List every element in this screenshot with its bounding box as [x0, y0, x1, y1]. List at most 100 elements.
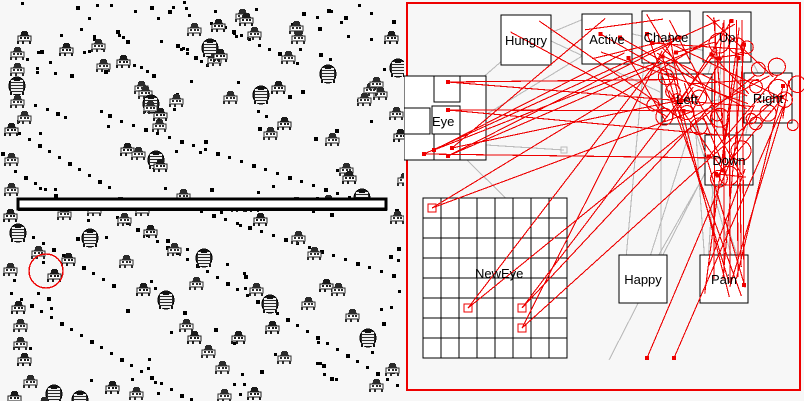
- creature[interactable]: [10, 63, 25, 76]
- creature[interactable]: [71, 390, 89, 401]
- creature[interactable]: [201, 345, 216, 358]
- creature[interactable]: [217, 389, 232, 401]
- creature[interactable]: [11, 301, 26, 314]
- creature[interactable]: [116, 55, 131, 68]
- new-eye-cell[interactable]: [476, 197, 496, 219]
- creature[interactable]: [277, 117, 292, 130]
- creature[interactable]: [131, 147, 146, 160]
- world-canvas[interactable]: [0, 0, 404, 401]
- new-eye-cell[interactable]: [530, 297, 550, 319]
- new-eye-cell[interactable]: [530, 217, 550, 239]
- creature[interactable]: [143, 101, 158, 114]
- new-eye-cell[interactable]: [512, 337, 532, 359]
- creature[interactable]: [319, 279, 334, 292]
- creature[interactable]: [120, 143, 135, 156]
- creature[interactable]: [117, 213, 132, 226]
- creature[interactable]: [153, 108, 168, 121]
- creature[interactable]: [385, 363, 400, 376]
- new-eye-cell[interactable]: [548, 337, 568, 359]
- new-eye-cell[interactable]: [458, 217, 478, 239]
- creature[interactable]: [359, 328, 377, 348]
- new-eye-cell[interactable]: [422, 317, 442, 339]
- new-eye-cell[interactable]: [476, 317, 496, 339]
- creature[interactable]: [369, 379, 384, 392]
- creature[interactable]: [271, 81, 286, 94]
- new-eye-cell[interactable]: [422, 237, 442, 259]
- brain-network-panel[interactable]: Hungry Active Chance Up Left Right Down Happy Pa…: [404, 0, 804, 401]
- creature[interactable]: [301, 297, 316, 310]
- creature[interactable]: [369, 77, 384, 90]
- creature[interactable]: [81, 228, 99, 248]
- creature[interactable]: [253, 213, 268, 226]
- neuron-node-happy[interactable]: [618, 254, 668, 304]
- brain-canvas[interactable]: Hungry Active Chance Up Left Right Down Happy Pa…: [404, 0, 804, 401]
- world-view-panel[interactable]: [0, 0, 404, 401]
- new-eye-cell[interactable]: [476, 297, 496, 319]
- creature[interactable]: [59, 43, 74, 56]
- new-eye-cell[interactable]: [440, 237, 460, 259]
- creature[interactable]: [389, 107, 404, 120]
- new-eye-cell[interactable]: [422, 337, 442, 359]
- creature[interactable]: [13, 337, 28, 350]
- new-eye-cell[interactable]: [494, 197, 514, 219]
- new-eye-cell[interactable]: [422, 257, 442, 279]
- new-eye-cell[interactable]: [548, 317, 568, 339]
- creature[interactable]: [17, 111, 32, 124]
- new-eye-cell[interactable]: [548, 197, 568, 219]
- creature[interactable]: [213, 49, 228, 62]
- new-eye-cell[interactable]: [440, 257, 460, 279]
- creature[interactable]: [179, 319, 194, 332]
- creature[interactable]: [96, 59, 111, 72]
- creature[interactable]: [61, 253, 76, 266]
- creature[interactable]: [4, 123, 19, 136]
- creature[interactable]: [342, 171, 357, 184]
- creature[interactable]: [187, 331, 202, 344]
- creature[interactable]: [4, 183, 19, 196]
- new-eye-cell[interactable]: [476, 217, 496, 239]
- new-eye-cell[interactable]: [530, 337, 550, 359]
- creature[interactable]: [291, 231, 306, 244]
- new-eye-cell[interactable]: [512, 217, 532, 239]
- selected-creature-highlight[interactable]: [28, 253, 64, 289]
- creature[interactable]: [17, 31, 32, 44]
- creature[interactable]: [129, 387, 144, 400]
- creature[interactable]: [345, 309, 360, 322]
- creature[interactable]: [10, 95, 25, 108]
- new-eye-cell[interactable]: [476, 237, 496, 259]
- new-eye-cell[interactable]: [494, 337, 514, 359]
- creature[interactable]: [249, 283, 264, 296]
- creature[interactable]: [239, 13, 254, 26]
- creature[interactable]: [390, 211, 404, 224]
- creature[interactable]: [119, 255, 134, 268]
- creature[interactable]: [325, 133, 340, 146]
- creature[interactable]: [215, 361, 230, 374]
- new-eye-cell[interactable]: [422, 297, 442, 319]
- new-eye-cell[interactable]: [458, 317, 478, 339]
- creature[interactable]: [189, 277, 204, 290]
- creature[interactable]: [265, 321, 280, 334]
- creature[interactable]: [281, 51, 296, 64]
- creature[interactable]: [291, 31, 306, 44]
- new-eye-cell[interactable]: [422, 277, 442, 299]
- creature[interactable]: [319, 64, 337, 84]
- creature[interactable]: [4, 153, 19, 166]
- new-eye-cell[interactable]: [422, 217, 442, 239]
- creature[interactable]: [397, 173, 404, 186]
- creature[interactable]: [105, 381, 120, 394]
- new-eye-cell[interactable]: [440, 297, 460, 319]
- creature[interactable]: [13, 319, 28, 332]
- new-eye-cell[interactable]: [440, 337, 460, 359]
- new-eye-cell[interactable]: [512, 277, 532, 299]
- new-eye-cell[interactable]: [494, 237, 514, 259]
- platform-bar[interactable]: [16, 197, 388, 211]
- new-eye-cell[interactable]: [512, 237, 532, 259]
- creature[interactable]: [3, 263, 18, 276]
- creature[interactable]: [153, 159, 168, 172]
- creature[interactable]: [8, 76, 26, 96]
- new-eye-cell[interactable]: [494, 297, 514, 319]
- creature[interactable]: [167, 243, 182, 256]
- creature[interactable]: [211, 19, 226, 32]
- creature[interactable]: [138, 86, 153, 99]
- creature[interactable]: [157, 290, 175, 310]
- creature[interactable]: [247, 27, 262, 40]
